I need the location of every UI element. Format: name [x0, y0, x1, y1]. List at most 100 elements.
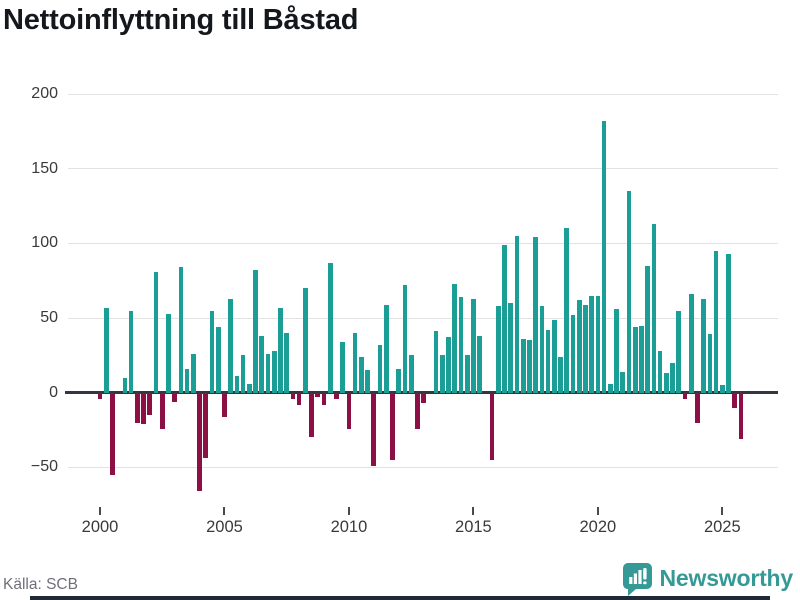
bar [415, 392, 420, 429]
y-axis-tick-label: 100 [31, 234, 58, 252]
bar [439, 355, 445, 393]
bar [589, 295, 594, 393]
bar [533, 237, 538, 393]
bar [452, 283, 458, 393]
y-axis-tick-label: 0 [49, 383, 58, 401]
bar [103, 307, 109, 393]
y-axis-tick-label: 50 [40, 309, 58, 327]
gridline [68, 242, 778, 244]
x-axis-tick-label: 2025 [703, 518, 741, 536]
bar [620, 371, 626, 393]
bar [695, 392, 700, 423]
bar [477, 335, 482, 393]
bar [190, 353, 196, 393]
bar [564, 228, 570, 393]
bar [514, 235, 520, 393]
bar [583, 304, 588, 393]
bar [284, 332, 290, 393]
bar [682, 392, 688, 399]
bar [371, 392, 377, 466]
gridline [68, 93, 778, 95]
bar [134, 392, 140, 423]
bar [639, 325, 644, 393]
footer-bar [30, 596, 770, 600]
bar [247, 383, 252, 393]
x-axis-tick [99, 507, 101, 515]
bar [663, 373, 669, 393]
bar [346, 392, 352, 429]
bar [726, 253, 731, 393]
bar [178, 267, 184, 393]
newsworthy-logo-text: Newsworthy [659, 564, 794, 591]
bar [539, 306, 545, 393]
x-axis-tick [347, 507, 350, 515]
bar [421, 392, 426, 404]
bar [738, 392, 744, 439]
bar [315, 392, 321, 398]
bar [495, 306, 501, 393]
bar [545, 329, 551, 393]
bar [657, 350, 663, 393]
bar [595, 295, 601, 393]
bar [732, 392, 738, 408]
bar [713, 250, 719, 393]
bar [377, 344, 383, 393]
bar [334, 392, 339, 399]
bar [296, 392, 302, 405]
bar [159, 392, 165, 429]
bar [383, 304, 389, 393]
bar [701, 298, 706, 393]
x-axis-tick-label: 2020 [579, 518, 617, 536]
bar [271, 350, 277, 393]
newsworthy-logo-icon [622, 562, 652, 596]
bar [464, 355, 470, 393]
bar [390, 392, 395, 460]
bar [433, 331, 439, 393]
bar [614, 309, 619, 393]
bar [719, 385, 725, 393]
bar [327, 262, 333, 393]
y-axis-tick-label: 200 [31, 85, 58, 103]
bar [321, 392, 327, 405]
bar [446, 337, 451, 393]
bar [402, 285, 408, 393]
bar [222, 392, 227, 417]
bar [626, 191, 632, 393]
x-axis-tick [721, 507, 724, 515]
x-axis-tick-label: 2010 [330, 518, 368, 536]
bar [601, 120, 607, 393]
bar [645, 265, 650, 393]
bar [651, 223, 657, 393]
bar [551, 319, 557, 393]
bar [147, 392, 153, 416]
bar [265, 353, 271, 393]
bar [209, 310, 215, 393]
bar [128, 310, 134, 393]
bar [203, 392, 209, 459]
x-axis-tick [596, 507, 599, 515]
bar [502, 244, 507, 393]
bar [234, 376, 240, 393]
bar [110, 392, 115, 475]
x-axis-tick-label: 2015 [455, 518, 492, 536]
bar [215, 326, 221, 393]
bar [197, 392, 202, 492]
bar [340, 341, 346, 393]
bar [576, 300, 582, 393]
bar [558, 356, 563, 393]
bar [352, 332, 358, 393]
bar [97, 392, 103, 399]
bar [290, 392, 296, 399]
bar [688, 294, 694, 393]
bar [309, 392, 314, 438]
bar [172, 392, 178, 402]
bar [458, 297, 464, 393]
bar [408, 355, 414, 393]
bar [141, 392, 146, 425]
bar [228, 298, 234, 393]
bar [303, 288, 308, 393]
x-axis-tick-label: 2000 [81, 518, 119, 536]
bar [707, 334, 713, 393]
